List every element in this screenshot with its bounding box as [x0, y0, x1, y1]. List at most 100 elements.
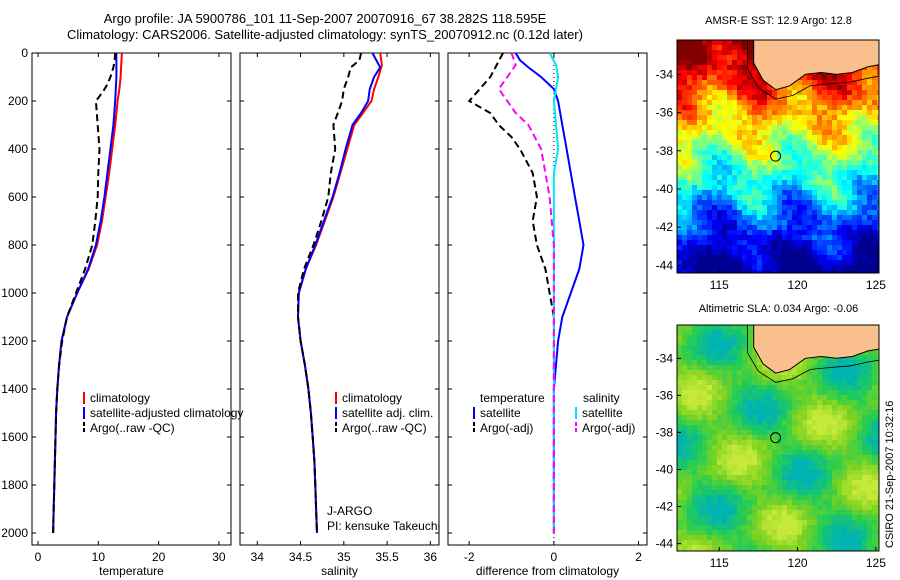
map-cell: [702, 170, 707, 175]
map-cell: [797, 460, 802, 465]
map-cell: [757, 180, 762, 185]
map-cell: [777, 510, 782, 515]
map-cell: [832, 150, 837, 155]
map-cell: [717, 375, 722, 380]
map-cell: [737, 495, 742, 500]
map-cell: [752, 250, 757, 255]
map-cell: [717, 355, 722, 360]
map-cell: [832, 195, 837, 200]
map-cell: [692, 130, 697, 135]
map-cell: [717, 405, 722, 410]
map-cell: [717, 390, 722, 395]
map-cell: [847, 415, 852, 420]
map-cell: [737, 500, 742, 505]
map-cell: [677, 170, 682, 175]
map-cell: [702, 400, 707, 405]
map-cell: [777, 405, 782, 410]
map-cell: [772, 225, 777, 230]
map-cell: [717, 195, 722, 200]
map-cell: [727, 470, 732, 475]
map-cell: [742, 40, 747, 45]
map-cell: [752, 145, 757, 150]
map-cell: [757, 165, 762, 170]
map-cell: [732, 65, 737, 70]
map-cell: [847, 155, 852, 160]
map-cell: [817, 480, 822, 485]
map-cell: [827, 450, 832, 455]
map-cell: [752, 450, 757, 455]
map-cell: [817, 130, 822, 135]
map-cell: [727, 340, 732, 345]
map-cell: [692, 225, 697, 230]
map-cell: [772, 530, 777, 535]
map-cell: [857, 85, 862, 90]
map-cell: [737, 470, 742, 475]
map-cell: [722, 210, 727, 215]
map-cell: [862, 500, 867, 505]
map-cell: [747, 60, 752, 65]
map-cell: [682, 380, 687, 385]
map-cell: [852, 180, 857, 185]
map-cell: [702, 45, 707, 50]
map-cell: [767, 235, 772, 240]
map-cell: [782, 475, 787, 480]
map-cell: [872, 155, 877, 160]
map-cell: [777, 515, 782, 520]
map-cell: [677, 55, 682, 60]
map-cell: [712, 110, 717, 115]
map-cell: [827, 425, 832, 430]
map-cell: [862, 120, 867, 125]
map-cell: [842, 220, 847, 225]
map-cell: [772, 160, 777, 165]
map-cell: [837, 475, 842, 480]
map-cell: [847, 120, 852, 125]
map-cell: [747, 90, 752, 95]
map-cell: [727, 215, 732, 220]
map-cell: [792, 515, 797, 520]
map-cell: [747, 520, 752, 525]
map-cell: [817, 250, 822, 255]
map-cell: [792, 260, 797, 265]
map-cell: [692, 480, 697, 485]
map-cell: [772, 170, 777, 175]
map-cell: [772, 175, 777, 180]
map-cell: [767, 115, 772, 120]
map-cell: [807, 100, 812, 105]
map-cell: [687, 260, 692, 265]
map-cell: [877, 475, 879, 480]
map-cell: [677, 425, 682, 430]
map-cell: [867, 470, 872, 475]
map-cell: [812, 270, 817, 273]
map-cell: [787, 415, 792, 420]
map-cell: [852, 470, 857, 475]
map-cell: [867, 545, 872, 550]
map-cell: [747, 460, 752, 465]
map-cell: [872, 70, 877, 75]
map-cell: [777, 375, 782, 380]
map-cell: [687, 405, 692, 410]
map-cell: [867, 485, 872, 490]
map-cell: [877, 420, 879, 425]
map-cell: [827, 255, 832, 260]
map-cell: [782, 135, 787, 140]
map-cell: [792, 120, 797, 125]
map-cell: [772, 520, 777, 525]
map-cell: [717, 500, 722, 505]
map-cell: [827, 230, 832, 235]
map-cell: [702, 465, 707, 470]
map-cell: [742, 330, 747, 335]
map-cell: [822, 200, 827, 205]
map-cell: [722, 255, 727, 260]
map-cell: [787, 225, 792, 230]
map-cell: [807, 535, 812, 540]
map-cell: [827, 185, 832, 190]
map-cell: [817, 500, 822, 505]
map-cell: [872, 405, 877, 410]
map-cell: [752, 255, 757, 260]
map-cell: [677, 245, 682, 250]
map-cell: [832, 180, 837, 185]
map-cell: [707, 365, 712, 370]
map-cell: [702, 525, 707, 530]
map-cell: [867, 170, 872, 175]
map-cell: [807, 125, 812, 130]
